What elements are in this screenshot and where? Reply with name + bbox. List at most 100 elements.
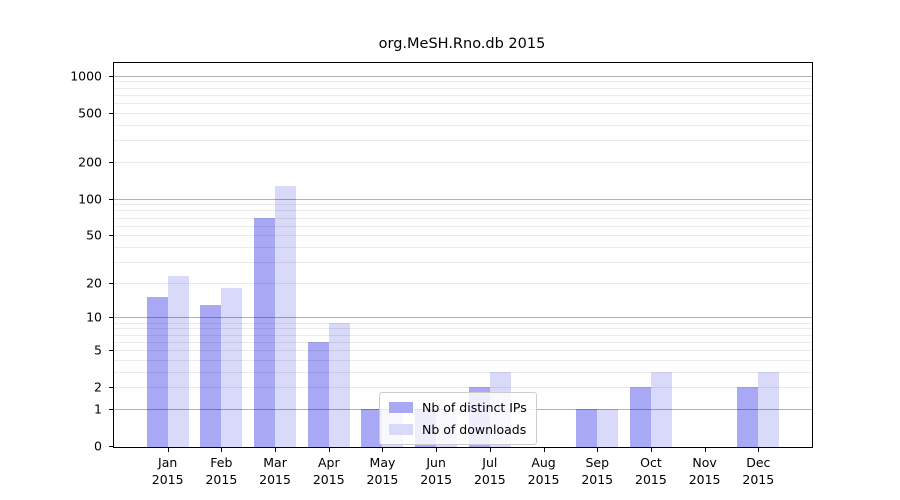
x-tick-mark: [758, 447, 760, 452]
y-tick-mark: [109, 446, 114, 447]
gridline-minor: [114, 261, 812, 263]
x-tick-mark: [597, 447, 599, 452]
gridline-major: [114, 75, 812, 77]
x-tick-mark: [275, 447, 277, 452]
x-tick-mark: [543, 447, 545, 452]
y-tick-label: 200: [78, 154, 102, 170]
bar-downloads: [275, 186, 297, 447]
bar-downloads: [597, 408, 619, 447]
x-tick-label: Nov 2015: [688, 455, 721, 487]
y-tick-mark: [109, 317, 114, 319]
y-tick-mark: [109, 408, 114, 410]
y-tick-label: 100: [78, 191, 102, 207]
y-tick-mark: [109, 112, 114, 114]
gridline-minor: [114, 282, 812, 284]
gridline-minor: [114, 225, 812, 227]
gridline-minor: [114, 124, 812, 126]
bar-downloads: [167, 275, 189, 447]
bar-distinct-ips: [361, 408, 383, 447]
legend-entry-downloads: Nb of downloads: [389, 422, 527, 437]
y-tick-label: 5: [94, 342, 102, 358]
gridline-minor: [114, 387, 812, 389]
bar-distinct-ips: [737, 387, 759, 447]
bar-distinct-ips: [200, 304, 222, 447]
y-tick-label: 0: [94, 438, 102, 454]
y-tick-label: 500: [78, 105, 102, 121]
plot-area: 1000 500 200 100 50 20 10 5 2 1 0 Jan 2015 Feb 2015 M…: [70, 62, 813, 487]
gridline-minor: [114, 341, 812, 343]
gridline-minor: [114, 328, 812, 330]
bar-distinct-ips: [254, 218, 276, 447]
y-tick-label: 2: [94, 379, 102, 395]
gridline-minor: [114, 371, 812, 373]
bar-distinct-ips: [307, 341, 329, 447]
x-tick-label: Apr 2015: [312, 455, 345, 487]
x-tick-label: Feb 2015: [205, 455, 238, 487]
bar-distinct-ips: [629, 387, 651, 447]
legend-swatch-downloads: [389, 424, 413, 435]
bar-distinct-ips: [146, 297, 168, 447]
x-tick-mark: [328, 447, 330, 452]
gridline-minor: [114, 322, 812, 324]
gridline-minor: [114, 359, 812, 361]
gridline-minor: [114, 140, 812, 142]
x-tick-mark: [436, 447, 438, 452]
gridline-minor: [114, 161, 812, 163]
legend-label-downloads: Nb of downloads: [422, 422, 527, 437]
gridline-minor: [114, 94, 812, 96]
gridline-minor: [114, 81, 812, 83]
legend-label-distinct-ips: Nb of distinct IPs: [422, 400, 527, 415]
x-tick-label: Dec 2015: [742, 455, 775, 487]
x-tick-label: Aug 2015: [527, 455, 560, 487]
y-tick-mark: [109, 161, 114, 163]
gridline-minor: [114, 112, 812, 114]
x-tick-label: Jan 2015: [151, 455, 184, 487]
x-tick-label: Jun 2015: [420, 455, 453, 487]
x-tick-mark: [489, 447, 491, 452]
gridline-minor: [114, 87, 812, 89]
gridlines-layer: [114, 63, 812, 447]
chart-title: org.MeSH.Rno.db 2015: [378, 36, 546, 52]
ticks-layer: 1000 500 200 100 50 20 10 5 2 1 0 Jan 2015 Feb 2015 M…: [70, 63, 812, 487]
x-tick-label: Oct 2015: [635, 455, 667, 487]
bar-downloads: [758, 371, 780, 447]
gridline-major: [114, 317, 812, 319]
x-tick-mark: [382, 447, 384, 452]
x-tick-label: Mar 2015: [259, 455, 291, 487]
y-tick-label: 1000: [70, 68, 102, 84]
y-tick-mark: [109, 349, 114, 351]
y-tick-mark: [109, 235, 114, 237]
y-tick-label: 50: [86, 227, 102, 243]
gridline-minor: [114, 334, 812, 336]
legend-entry-distinct-ips: Nb of distinct IPs: [389, 400, 527, 415]
y-tick-mark: [109, 198, 114, 200]
legend-swatch-distinct-ips: [389, 402, 413, 413]
x-tick-mark: [704, 447, 706, 452]
bar-downloads: [650, 371, 672, 447]
x-tick-mark: [221, 447, 223, 452]
x-tick-label: Jul 2015: [473, 455, 506, 487]
gridline-minor: [114, 246, 812, 248]
gridline-minor: [114, 204, 812, 206]
legend: Nb of distinct IPs Nb of downloads: [379, 392, 537, 445]
bar-downloads: [221, 288, 243, 447]
x-tick-label: Sep 2015: [581, 455, 614, 487]
x-tick-label: May 2015: [366, 455, 399, 487]
gridline-minor: [114, 349, 812, 351]
gridline-major: [114, 198, 812, 200]
y-tick-mark: [109, 282, 114, 284]
y-tick-label: 10: [86, 309, 102, 325]
gridline-minor: [114, 103, 812, 105]
y-tick-label: 20: [86, 275, 102, 291]
y-tick-mark: [109, 387, 114, 389]
bar-downloads: [328, 322, 350, 447]
bar-distinct-ips: [576, 408, 598, 447]
y-tick-label: 1: [94, 401, 102, 417]
x-tick-mark: [167, 447, 169, 452]
x-tick-mark: [650, 447, 652, 452]
gridline-minor: [114, 217, 812, 219]
gridline-minor: [114, 235, 812, 237]
y-tick-mark: [109, 75, 114, 77]
gridline-minor: [114, 210, 812, 212]
